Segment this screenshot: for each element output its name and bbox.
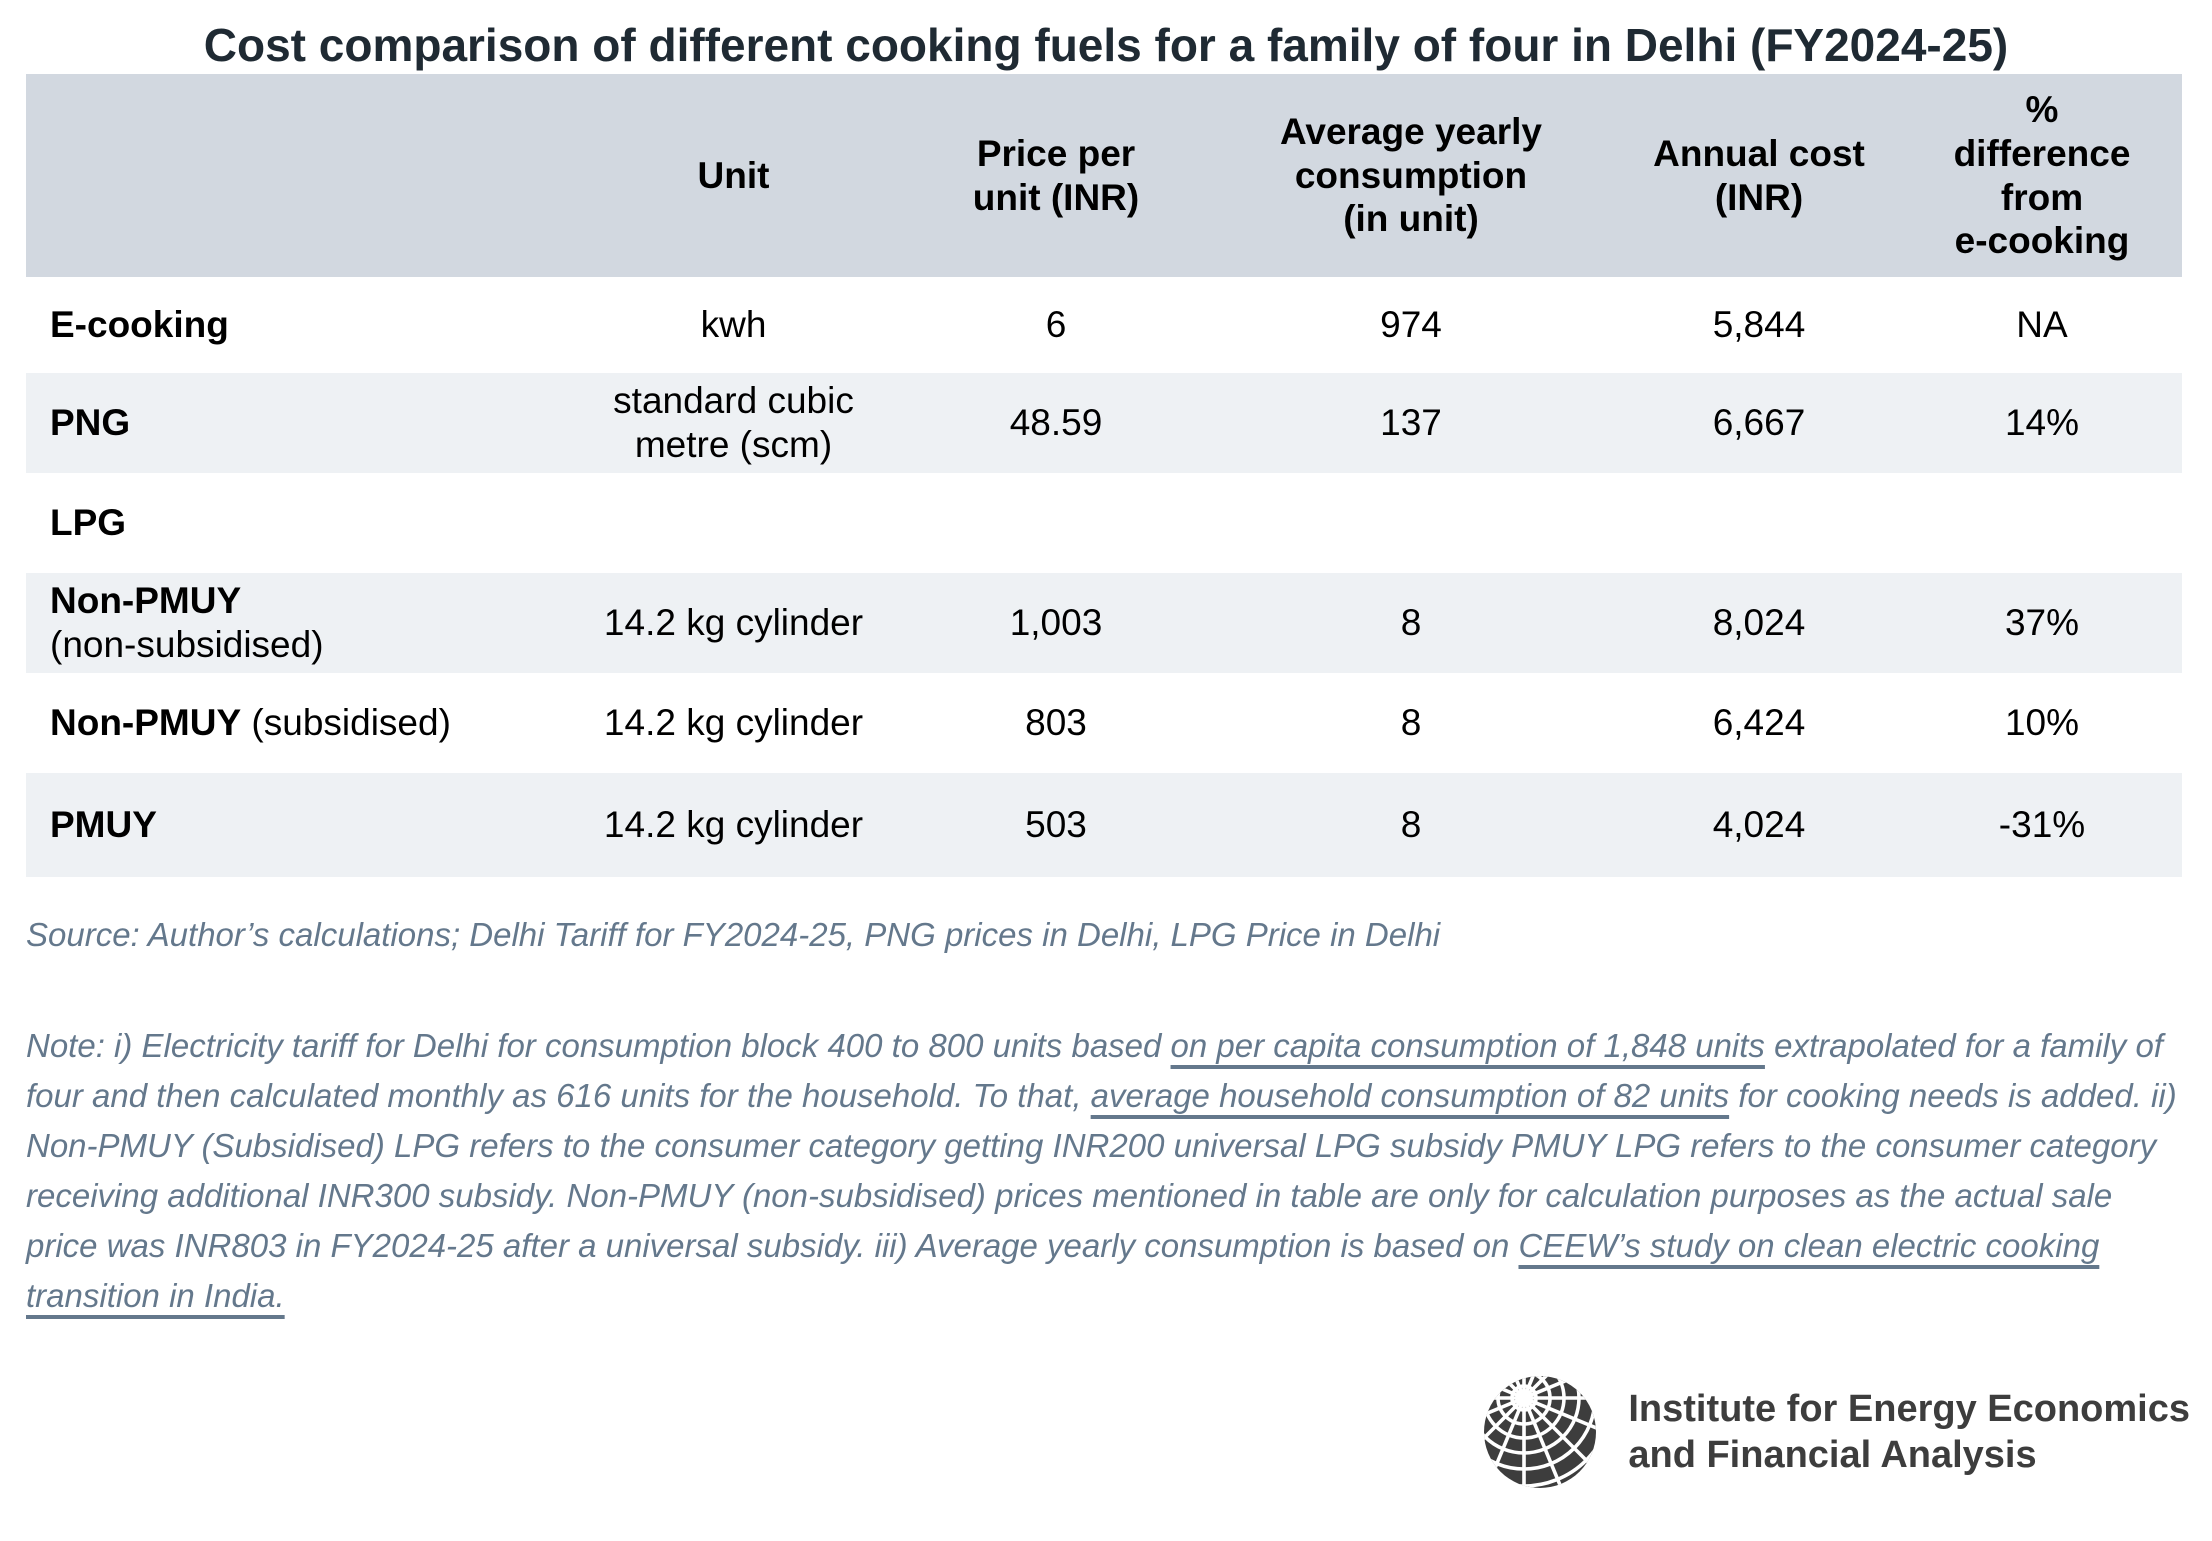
table-header-row: Unit Price per unit (INR) Average yearly… xyxy=(26,74,2182,277)
header-cell-unit: Unit xyxy=(697,154,770,196)
cell-price: 803 xyxy=(1025,702,1087,744)
cell-fuel: E-cooking xyxy=(26,277,561,373)
cell-diff: -31% xyxy=(1998,804,2086,846)
cell-consumption: 974 xyxy=(1380,304,1442,346)
note-link[interactable]: on per capita consumption of 1,848 units xyxy=(1170,1027,1765,1064)
fuel-name-qualifier: (non-subsidised) xyxy=(50,624,324,665)
cell-fuel: PMUY xyxy=(26,773,561,877)
cell-consumption: 8 xyxy=(1400,702,1422,744)
cell-annual-cost: 6,424 xyxy=(1712,702,1806,744)
cell-fuel: LPG xyxy=(26,473,561,573)
table-row-nonpmuy-subsidised: Non-PMUY (subsidised) 14.2 kg cylinder 8… xyxy=(26,673,2182,773)
page: Cost comparison of different cooking fue… xyxy=(0,16,2212,1321)
globe-grid-icon xyxy=(1484,1376,1597,1488)
page-title: Cost comparison of different cooking fue… xyxy=(203,19,2009,71)
cell-unit: 14.2 kg cylinder xyxy=(603,804,864,846)
fuel-name: Non-PMUY xyxy=(50,580,242,622)
cell-consumption: 8 xyxy=(1400,804,1422,846)
header-cell-annual-cost: Annual cost (INR) xyxy=(1653,132,1865,218)
cell-diff: 37% xyxy=(2004,602,2080,644)
fuel-name: Non-PMUY xyxy=(50,702,242,744)
note-text: Note: i) Electricity tariff for Delhi fo… xyxy=(26,1027,1171,1064)
cost-comparison-table: Unit Price per unit (INR) Average yearly… xyxy=(26,74,2182,877)
header-cell-fuel xyxy=(26,74,561,277)
logo-text: Institute for Energy Economics and Finan… xyxy=(1628,1386,2190,1478)
cell-unit: kwh xyxy=(700,304,767,346)
fuel-name: LPG xyxy=(50,502,127,544)
cell-annual-cost: 4,024 xyxy=(1712,804,1806,846)
cell-price xyxy=(906,473,1206,573)
cell-annual-cost: 8,024 xyxy=(1712,602,1806,644)
source-line: Source: Author’s calculations; Delhi Tar… xyxy=(26,916,1441,953)
note-link[interactable]: average household consumption of 82 unit… xyxy=(1090,1077,1730,1114)
cell-price: 48.59 xyxy=(1009,402,1103,444)
cell-diff: NA xyxy=(2016,304,2068,346)
table-row-png: PNG standard cubic metre (scm) 48.59 137… xyxy=(26,373,2182,473)
cell-fuel: PNG xyxy=(26,373,561,473)
table-row-ecooking: E-cooking kwh 6 974 5,844 NA xyxy=(26,277,2182,373)
header-cell-price: Price per unit (INR) xyxy=(972,132,1140,218)
cell-unit: 14.2 kg cylinder xyxy=(603,602,864,644)
cell-annual-cost xyxy=(1616,473,1902,573)
cell-price: 503 xyxy=(1025,804,1087,846)
cell-fuel: Non-PMUY (subsidised) xyxy=(26,673,561,773)
cell-price: 6 xyxy=(1045,304,1067,346)
cell-consumption: 8 xyxy=(1400,602,1422,644)
fuel-name-qualifier: (subsidised) xyxy=(241,702,451,744)
cell-consumption: 137 xyxy=(1380,402,1442,444)
cell-annual-cost: 5,844 xyxy=(1712,304,1806,346)
cell-unit: standard cubic metre (scm) xyxy=(613,380,854,465)
cell-annual-cost: 6,667 xyxy=(1712,402,1806,444)
cell-unit xyxy=(561,473,906,573)
table-row-pmuy: PMUY 14.2 kg cylinder 503 8 4,024 -31% xyxy=(26,773,2182,877)
cell-consumption xyxy=(1206,473,1616,573)
fuel-name: PNG xyxy=(50,402,131,444)
cell-fuel: Non-PMUY (non-subsidised) xyxy=(26,573,561,673)
header-cell-consumption: Average yearly consumption (in unit) xyxy=(1280,111,1542,240)
cell-diff: 14% xyxy=(2004,402,2080,444)
cell-diff: 10% xyxy=(2004,702,2080,744)
header-cell-diff: % difference from e-cooking xyxy=(1953,89,2131,262)
cell-diff xyxy=(1902,473,2182,573)
note-text: for cooking needs is added. ii) Non-PMUY… xyxy=(26,1077,2177,1264)
logo-text-line2: and Financial Analysis xyxy=(1628,1434,2037,1476)
cell-unit: 14.2 kg cylinder xyxy=(603,702,864,744)
table-row-nonpmuy-nonsubsidised: Non-PMUY (non-subsidised) 14.2 kg cylind… xyxy=(26,573,2182,673)
note-link[interactable]: CEEW’s study on clean electric cooking t… xyxy=(26,1227,2100,1314)
fuel-name: PMUY xyxy=(50,804,157,846)
note-text: extrapolated for a family of four and th… xyxy=(26,1027,2163,1114)
table-row-lpg: LPG xyxy=(26,473,2182,573)
note-paragraph: Note: i) Electricity tariff for Delhi fo… xyxy=(26,1021,2186,1321)
fuel-name: E-cooking xyxy=(50,304,229,346)
logo-text-line1: Institute for Energy Economics xyxy=(1628,1388,2190,1430)
ieefa-logo: Institute for Energy Economics and Finan… xyxy=(1480,1372,2190,1492)
cell-price: 1,003 xyxy=(1009,602,1103,644)
